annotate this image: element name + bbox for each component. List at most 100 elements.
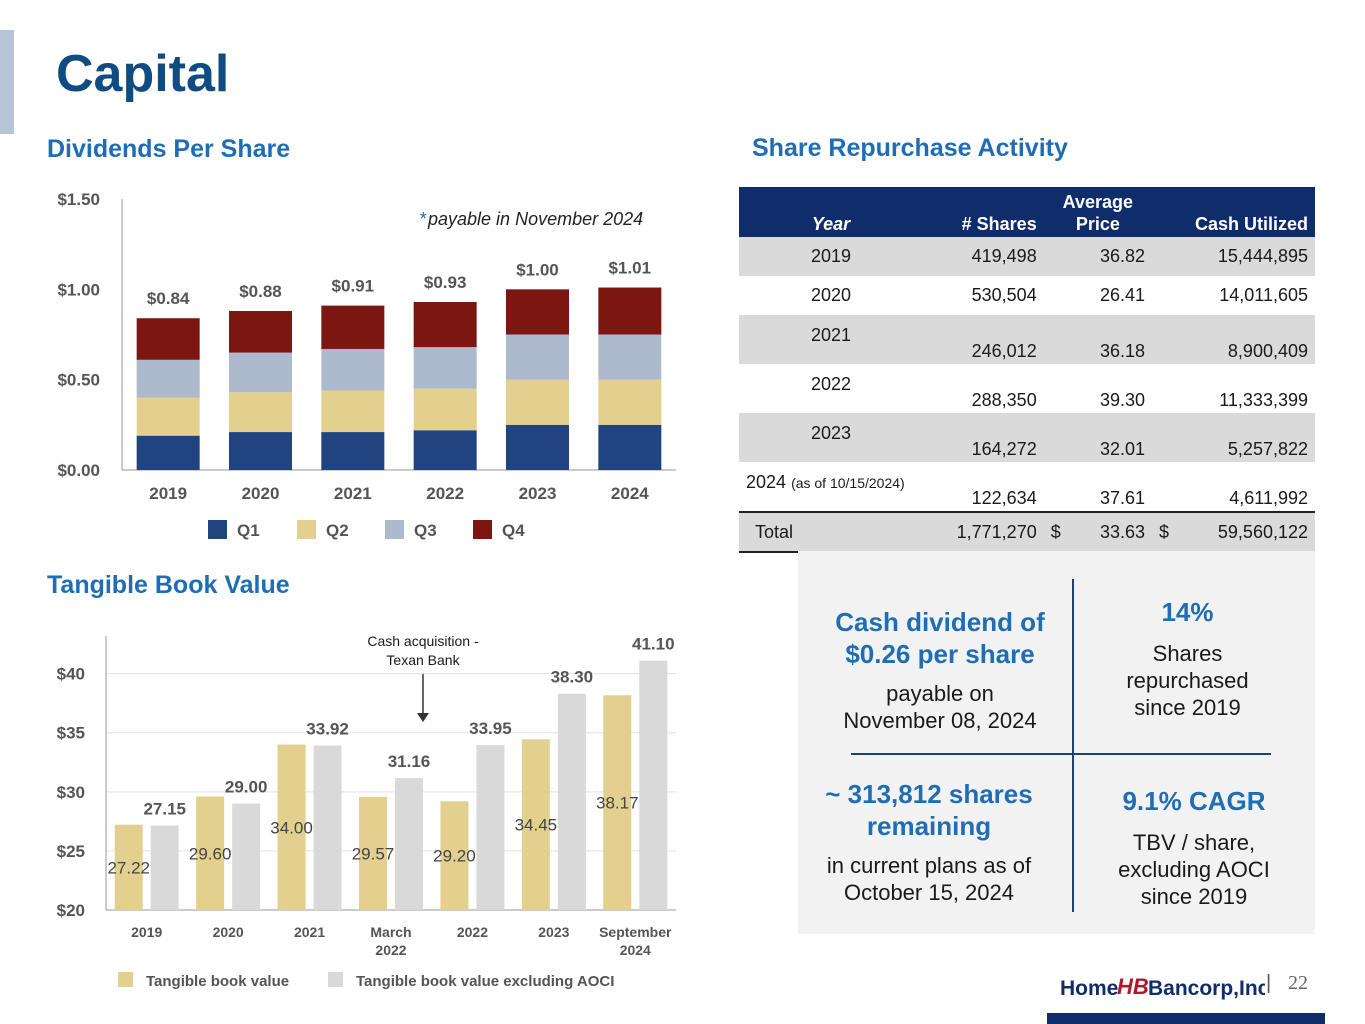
total-shares-cell: 1,771,270 — [923, 511, 1044, 553]
header-shares: # Shares — [923, 187, 1044, 237]
highlight-shares-remaining: ~ 313,812 shares remaining in current pl… — [805, 778, 1053, 906]
row-shares: 288,350 — [971, 390, 1037, 410]
legend-swatch-q3 — [385, 520, 404, 539]
total-cash-dollar: $ — [1158, 521, 1169, 542]
bar-segment-q4 — [229, 311, 292, 353]
legend-label-q2: Q2 — [326, 521, 349, 540]
x-tick-label: 2019 — [131, 924, 162, 940]
legend-label-q4: Q4 — [502, 521, 525, 540]
table-row: 2024 (as of 10/15/2024) 122,634 37.61 4,… — [739, 462, 1315, 512]
x-tick-label: 2024 — [611, 484, 649, 503]
x-tick-label: 2021 — [334, 484, 372, 503]
row-year: 2019 — [739, 237, 923, 276]
x-tick-label: 2023 — [538, 924, 569, 940]
row-year-note: (as of 10/15/2024) — [791, 475, 905, 491]
bar-tbv-ex-aoci — [395, 778, 423, 910]
highlights-divider-vertical — [1072, 579, 1074, 912]
bar-segment-q2 — [321, 390, 385, 433]
bar-tbv — [196, 796, 225, 910]
highlight-dividend: Cash dividend of $0.26 per share payable… — [810, 606, 1070, 734]
row-price: 36.18 — [1043, 315, 1152, 364]
bar-tbv-ex-aoci — [639, 660, 668, 910]
total-price-dollar: $ — [1050, 521, 1061, 542]
row-shares: 164,272 — [923, 413, 1044, 462]
data-label-tbv: 27.22 — [107, 858, 150, 877]
data-label-total: $0.91 — [332, 277, 375, 296]
bar-segment-q1 — [136, 435, 200, 470]
bar-segment-q2 — [413, 388, 477, 431]
bar-tbv-ex-aoci — [476, 745, 505, 910]
bar-segment-q4 — [321, 305, 385, 349]
row-year: 2024 — [746, 472, 787, 492]
dividends-chart: * payable in November 2024 * $0.00$0.50$… — [57, 190, 676, 540]
highlight-repurchased-text-line1: Shares — [1152, 641, 1223, 666]
row-price: 39.30 — [1099, 390, 1145, 410]
page-title: Capital — [56, 45, 230, 103]
highlights-divider-horizontal — [851, 753, 1271, 755]
bar-tbv — [359, 796, 387, 910]
data-label-total: $0.84 — [147, 289, 190, 308]
highlight-remaining-title: ~ 313,812 shares remaining — [805, 778, 1053, 842]
row-cash: 14,011,605 — [1219, 285, 1308, 305]
highlight-repurchased-text-line2: repurchased — [1126, 668, 1249, 693]
total-label: Total — [739, 511, 923, 553]
bar-tbv — [603, 695, 632, 910]
table-row: 2021 246,012 36.18 8,900,409 — [739, 315, 1315, 364]
bar-tbv-ex-aoci — [557, 693, 586, 910]
x-tick-label: September — [599, 924, 672, 940]
highlight-dividend-text-line2: November 08, 2024 — [843, 708, 1037, 733]
y-tick-label: $40 — [57, 665, 85, 684]
page-number: 22 — [1288, 972, 1308, 994]
logo-bancorp: Bancorp,Inc. — [1148, 977, 1265, 1000]
bar-segment-q1 — [506, 424, 569, 470]
table-row: 2022 288,350 39.30 11,333,399 — [739, 364, 1315, 413]
row-shares: 530,504 — [971, 285, 1037, 305]
bar-segment-q2 — [229, 392, 292, 433]
legend-label-q1: Q1 — [237, 521, 260, 540]
bar-tbv — [114, 824, 143, 910]
x-tick-label: 2022 — [375, 942, 406, 958]
row-year: 2020 — [810, 285, 852, 305]
table-row: 2020 530,504 26.41 14,011,605 — [739, 276, 1315, 315]
x-tick-label: 2024 — [620, 942, 651, 958]
highlight-repurchased-text-line3: since 2019 — [1134, 695, 1241, 720]
row-year: 2021 — [739, 315, 923, 364]
highlight-cagr-title: 9.1% CAGR — [1122, 786, 1266, 816]
repurchase-section-title: Share Repurchase Activity — [752, 134, 1068, 162]
data-label-tbv-ex-aoci: 29.00 — [225, 778, 268, 797]
data-label-tbv-ex-aoci: 33.95 — [469, 719, 512, 738]
y-tick-label: $35 — [57, 724, 85, 743]
tbv-annotation-line1: Cash acquisition - — [367, 633, 479, 649]
highlight-repurchased-text: Shares repurchased since 2019 — [1080, 640, 1295, 721]
tbv-chart: Cash acquisition - Texan Bank $20 $25 $30 $… — [57, 633, 676, 990]
highlight-remaining-title-line2: remaining — [866, 811, 992, 841]
header-cash-utilized: Cash Utilized — [1151, 187, 1315, 237]
bar-segment-q4 — [506, 289, 569, 335]
row-year: 2023 — [739, 413, 923, 462]
bar-tbv — [277, 744, 306, 910]
bar-segment-q2 — [506, 379, 569, 425]
x-tick-label: March — [370, 924, 411, 940]
highlight-dividend-title-line1: Cash dividend of — [835, 607, 1045, 637]
highlight-remaining-title-line1: ~ 313,812 shares — [825, 779, 1033, 809]
highlight-dividend-title: Cash dividend of $0.26 per share — [810, 606, 1070, 670]
footer-separator: | — [1266, 972, 1272, 994]
row-cash: 8,900,409 — [1151, 315, 1315, 364]
y-tick-label: $1.00 — [57, 280, 100, 299]
data-label-tbv: 29.57 — [352, 844, 395, 863]
total-shares: 1,771,270 — [956, 521, 1037, 542]
legend-swatch-tbv — [118, 972, 133, 987]
bar-tbv — [440, 801, 469, 910]
bar-segment-q1 — [413, 430, 477, 470]
y-tick-label: $25 — [57, 842, 85, 861]
y-tick-label: $1.50 — [57, 190, 100, 209]
dividend-note: payable in November 2024 — [427, 209, 643, 229]
bar-tbv-ex-aoci — [150, 825, 179, 910]
header-average-line1: Average — [1062, 192, 1134, 212]
x-tick-label: 2022 — [457, 924, 488, 940]
legend-swatch-q1 — [208, 520, 227, 539]
x-tick-label: 2021 — [294, 924, 325, 940]
bar-segment-q2 — [598, 379, 662, 425]
data-label-total: $0.88 — [239, 282, 282, 301]
highlight-cagr-text: TBV / share, excluding AOCI since 2019 — [1080, 829, 1308, 910]
